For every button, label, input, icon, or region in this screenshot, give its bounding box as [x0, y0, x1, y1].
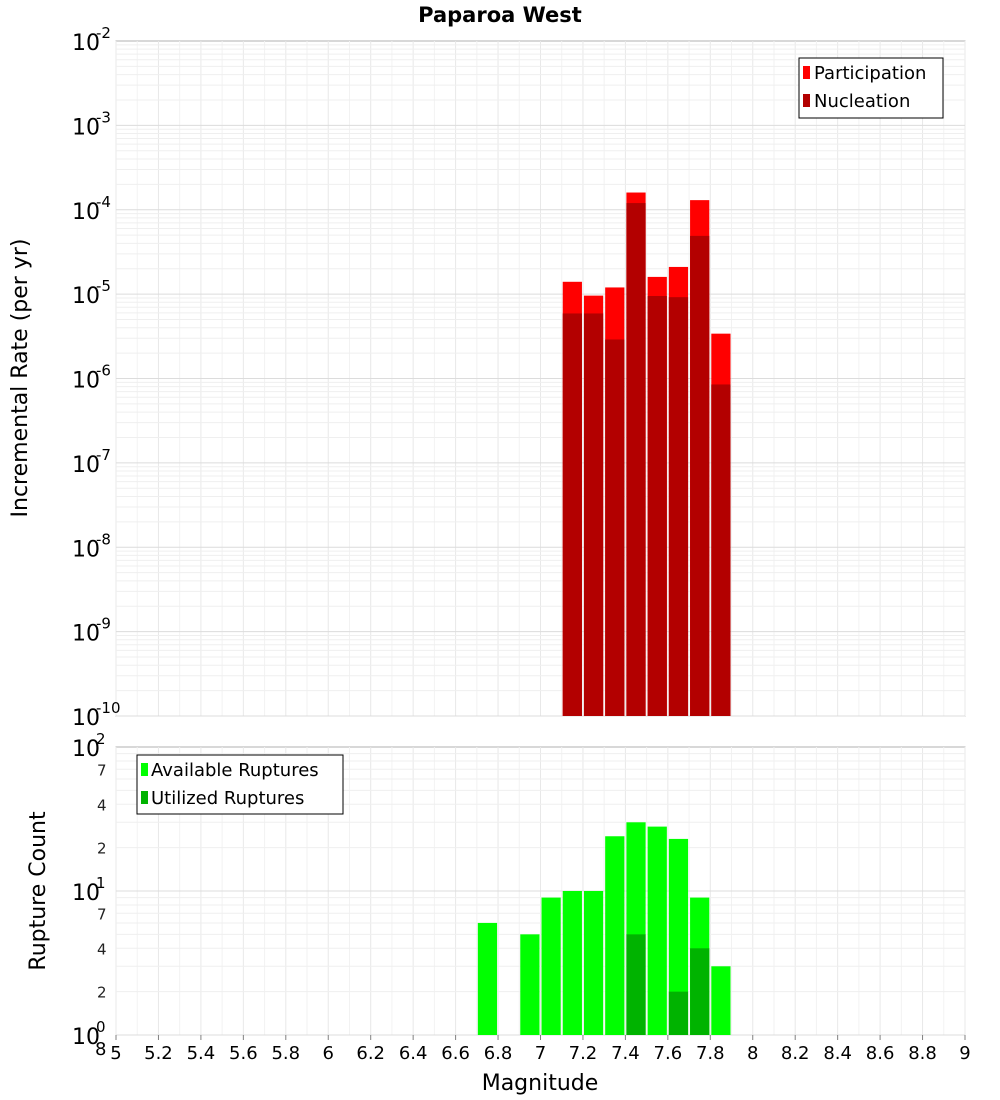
count-bar-available-ruptures — [541, 897, 561, 1035]
rate-y-tick-label: 10 — [72, 622, 100, 647]
x-tick-label: 6.6 — [441, 1043, 470, 1064]
count-legend-box — [136, 754, 344, 815]
participation-legend-label: Participation — [814, 63, 926, 84]
nucleation-legend-label: Nucleation — [814, 91, 910, 112]
rate-y-ticks: 10-210-310-410-510-610-710-810-910-10 — [72, 24, 121, 731]
available-legend-swatch — [141, 763, 148, 776]
count-y-minor-label: 4 — [97, 940, 107, 958]
count-bar-available-ruptures — [647, 826, 667, 1035]
rate-y-tick-exponent: -4 — [96, 193, 111, 211]
rate-panel: 10-210-310-410-510-610-710-810-910-10 In… — [8, 24, 966, 731]
rate-y-tick-exponent: -8 — [96, 530, 111, 548]
nucleation-legend-swatch — [803, 94, 810, 107]
rate-y-tick-label: 10 — [72, 453, 100, 478]
x-tick-label: 8 — [747, 1043, 758, 1064]
participation-legend-swatch — [803, 66, 810, 79]
rate-legend-box — [798, 57, 944, 119]
x-tick-label: 7 — [535, 1043, 546, 1064]
count-y-axis-label: Rupture Count — [26, 811, 51, 971]
x-tick-label: 8.4 — [823, 1043, 852, 1064]
chart-title: Paparoa West — [418, 3, 582, 27]
count-grid — [115, 747, 966, 1036]
rate-grid — [115, 41, 966, 717]
rate-y-tick-exponent: -6 — [96, 362, 111, 380]
rate-y-axis-label: Incremental Rate (per yr) — [8, 239, 33, 518]
count-y-tick-exponent: 1 — [96, 874, 106, 892]
count-y-minor-label: 8 — [95, 1039, 106, 1060]
x-tick-label: 9 — [959, 1043, 970, 1064]
x-tick-label: 7.6 — [654, 1043, 683, 1064]
count-y-minor-label: 2 — [97, 984, 107, 1002]
count-y-minor-label: 2 — [97, 840, 107, 858]
x-tick-label: 6.8 — [484, 1043, 513, 1064]
rate-y-tick-exponent: -2 — [96, 24, 111, 42]
count-legend: Available Ruptures Utilized Ruptures — [136, 754, 344, 815]
rate-y-tick-label: 10 — [72, 369, 100, 394]
utilized-legend-swatch — [141, 791, 148, 804]
x-tick-label: 5 — [110, 1043, 121, 1064]
rate-y-tick-exponent: -7 — [96, 446, 111, 464]
x-tick-label: 8.8 — [908, 1043, 937, 1064]
rate-bar-nucleation — [562, 313, 582, 716]
x-tick-label: 7.8 — [696, 1043, 725, 1064]
count-y-tick-label: 10 — [72, 737, 100, 762]
rate-y-tick-exponent: -5 — [96, 277, 111, 295]
rate-y-tick-exponent: -9 — [96, 615, 111, 633]
rate-bar-nucleation — [647, 296, 667, 716]
rate-y-tick-label: 10 — [72, 31, 100, 56]
rate-bar-nucleation — [626, 203, 646, 716]
count-y-minor-label: 7 — [97, 905, 107, 923]
rate-bar-nucleation — [583, 313, 604, 716]
count-y-tick-exponent: 0 — [96, 1018, 106, 1036]
count-y-minor-label: 4 — [97, 796, 107, 814]
count-bar-available-ruptures — [477, 922, 498, 1035]
rate-y-tick-label: 10 — [72, 706, 100, 731]
x-ticks: 5 5.2 5.4 5.6 5.8 6 6.2 6.4 6.6 6.8 7 7.2 7.4 7.6 7.8 8… — [110, 1035, 971, 1064]
count-y-minor-label: 7 — [97, 761, 107, 779]
rate-bar-nucleation — [690, 235, 710, 716]
count-bar-available-ruptures — [668, 838, 689, 1035]
x-tick-label: 5.6 — [229, 1043, 258, 1064]
utilized-legend-label: Utilized Ruptures — [151, 788, 304, 809]
x-tick-label: 5.4 — [187, 1043, 216, 1064]
rate-y-tick-exponent: -3 — [96, 108, 111, 126]
x-tick-label: 6 — [323, 1043, 334, 1064]
rate-y-tick-label: 10 — [72, 115, 100, 140]
x-tick-label: 7.2 — [569, 1043, 598, 1064]
rate-bars — [562, 192, 731, 717]
count-bars — [477, 822, 731, 1035]
x-tick-label: 6.2 — [356, 1043, 385, 1064]
x-axis-label: Magnitude — [482, 1071, 599, 1096]
rate-bar-nucleation — [605, 339, 625, 716]
rate-bar-nucleation — [668, 297, 689, 716]
count-y-tick-exponent: 2 — [96, 730, 106, 748]
x-tick-label: 6.4 — [399, 1043, 428, 1064]
count-bar-utilized-ruptures — [690, 948, 710, 1035]
count-bar-available-ruptures — [711, 966, 731, 1035]
available-legend-label: Available Ruptures — [151, 760, 319, 781]
x-tick-label: 8.6 — [866, 1043, 895, 1064]
count-bar-available-ruptures — [562, 891, 582, 1035]
x-tick-label: 5.8 — [271, 1043, 300, 1064]
count-y-tick-label: 10 — [72, 1025, 100, 1050]
count-bar-utilized-ruptures — [626, 934, 646, 1035]
rate-legend: Participation Nucleation — [798, 57, 944, 119]
rate-y-tick-label: 10 — [72, 200, 100, 225]
x-tick-label: 5.2 — [144, 1043, 173, 1064]
rate-y-tick-label: 10 — [72, 284, 100, 309]
count-bar-available-ruptures — [520, 934, 540, 1035]
count-bar-utilized-ruptures — [668, 991, 689, 1035]
count-bar-available-ruptures — [583, 891, 604, 1035]
x-tick-label: 8.2 — [781, 1043, 810, 1064]
x-tick-label: 7.4 — [611, 1043, 640, 1064]
count-bar-available-ruptures — [605, 836, 625, 1035]
rate-y-tick-exponent: -10 — [96, 699, 121, 717]
rate-bar-nucleation — [711, 384, 731, 716]
count-y-tick-label: 10 — [72, 881, 100, 906]
rate-y-tick-label: 10 — [72, 537, 100, 562]
